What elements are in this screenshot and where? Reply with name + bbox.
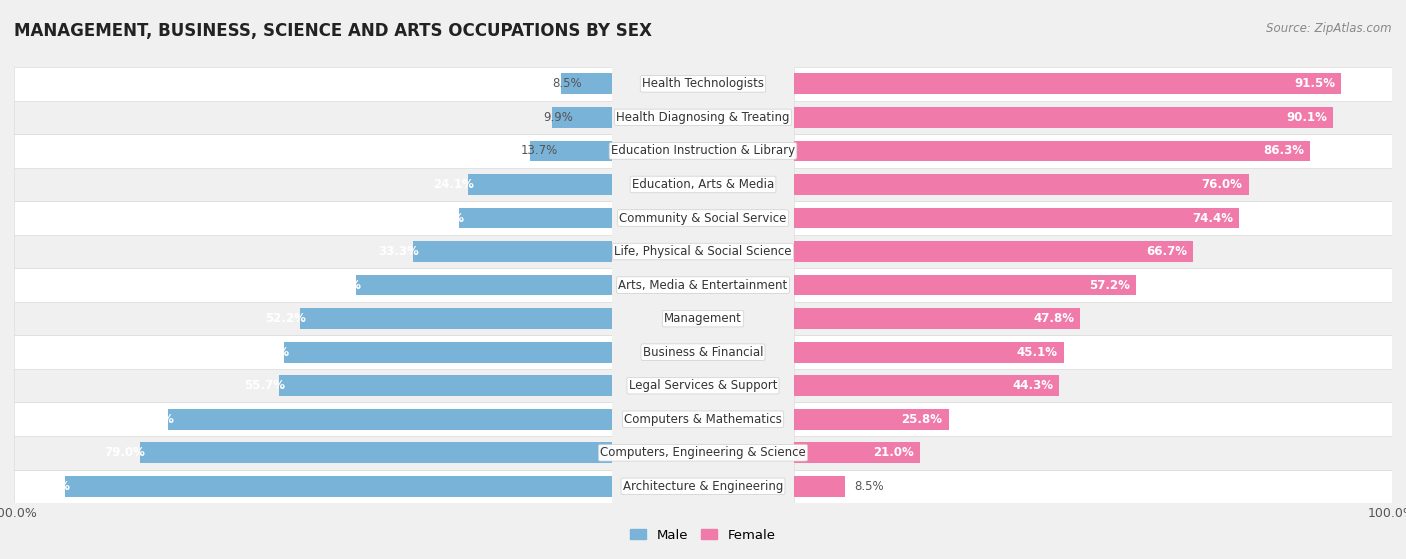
Text: Arts, Media & Entertainment: Arts, Media & Entertainment — [619, 278, 787, 292]
Text: 54.9%: 54.9% — [249, 345, 290, 359]
Text: Community & Social Service: Community & Social Service — [619, 211, 787, 225]
Bar — [794, 442, 920, 463]
Bar — [794, 140, 1310, 162]
Text: 45.1%: 45.1% — [1017, 345, 1057, 359]
Bar — [553, 107, 612, 128]
Bar — [14, 369, 612, 402]
Text: 8.5%: 8.5% — [551, 77, 582, 91]
Text: Education, Arts & Media: Education, Arts & Media — [631, 178, 775, 191]
Text: 13.7%: 13.7% — [520, 144, 558, 158]
Bar — [794, 342, 1064, 363]
Bar — [794, 409, 949, 430]
Text: 66.7%: 66.7% — [1146, 245, 1187, 258]
Text: Health Technologists: Health Technologists — [643, 77, 763, 91]
Bar — [14, 335, 612, 369]
Bar — [169, 409, 612, 430]
Text: 47.8%: 47.8% — [1033, 312, 1074, 325]
Bar — [794, 369, 1392, 402]
Bar — [794, 101, 1392, 134]
Bar — [794, 134, 1392, 168]
Text: Education Instruction & Library: Education Instruction & Library — [612, 144, 794, 158]
Bar — [284, 342, 612, 363]
Bar — [561, 73, 612, 94]
Text: 44.3%: 44.3% — [1012, 379, 1053, 392]
Bar — [278, 375, 612, 396]
Text: 24.1%: 24.1% — [433, 178, 474, 191]
Text: 74.2%: 74.2% — [134, 413, 174, 426]
Text: 8.5%: 8.5% — [853, 480, 884, 493]
Bar — [14, 268, 612, 302]
Bar — [14, 134, 612, 168]
Text: 55.7%: 55.7% — [243, 379, 285, 392]
Bar — [794, 436, 1392, 470]
Bar — [412, 241, 612, 262]
Text: Business & Financial: Business & Financial — [643, 345, 763, 359]
Bar — [794, 470, 1392, 503]
Bar — [468, 174, 612, 195]
Bar — [356, 274, 612, 296]
Text: 57.2%: 57.2% — [1090, 278, 1130, 292]
Bar — [794, 268, 1392, 302]
Bar — [14, 168, 612, 201]
Bar — [794, 476, 845, 497]
Bar — [794, 308, 1080, 329]
Text: Source: ZipAtlas.com: Source: ZipAtlas.com — [1267, 22, 1392, 35]
Bar — [794, 168, 1392, 201]
Bar — [794, 207, 1239, 229]
Text: 74.4%: 74.4% — [1192, 211, 1233, 225]
Bar — [458, 207, 612, 229]
Text: 91.5%: 91.5% — [1294, 77, 1336, 91]
Text: 9.9%: 9.9% — [544, 111, 574, 124]
Bar — [530, 140, 612, 162]
Text: 52.2%: 52.2% — [264, 312, 305, 325]
Bar — [14, 470, 612, 503]
Text: Life, Physical & Social Science: Life, Physical & Social Science — [614, 245, 792, 258]
Bar — [65, 476, 612, 497]
Bar — [14, 67, 612, 101]
Bar — [794, 302, 1392, 335]
Bar — [794, 107, 1333, 128]
Text: Computers & Mathematics: Computers & Mathematics — [624, 413, 782, 426]
Bar — [794, 335, 1392, 369]
Bar — [14, 436, 612, 470]
Text: 33.3%: 33.3% — [378, 245, 419, 258]
Text: Health Diagnosing & Treating: Health Diagnosing & Treating — [616, 111, 790, 124]
Text: Management: Management — [664, 312, 742, 325]
Text: 76.0%: 76.0% — [1202, 178, 1243, 191]
Text: Architecture & Engineering: Architecture & Engineering — [623, 480, 783, 493]
Bar — [794, 402, 1392, 436]
Text: 21.0%: 21.0% — [873, 446, 914, 459]
Text: MANAGEMENT, BUSINESS, SCIENCE AND ARTS OCCUPATIONS BY SEX: MANAGEMENT, BUSINESS, SCIENCE AND ARTS O… — [14, 22, 652, 40]
Bar — [14, 101, 612, 134]
Bar — [794, 375, 1059, 396]
Text: 25.8%: 25.8% — [901, 413, 942, 426]
Text: 42.8%: 42.8% — [321, 278, 361, 292]
Bar — [794, 73, 1341, 94]
Bar — [794, 67, 1392, 101]
Text: Legal Services & Support: Legal Services & Support — [628, 379, 778, 392]
Legend: Male, Female: Male, Female — [626, 523, 780, 547]
Bar — [794, 174, 1249, 195]
Text: Computers, Engineering & Science: Computers, Engineering & Science — [600, 446, 806, 459]
Bar — [794, 274, 1136, 296]
Bar — [139, 442, 612, 463]
Text: 86.3%: 86.3% — [1263, 144, 1305, 158]
Bar — [14, 235, 612, 268]
Bar — [14, 201, 612, 235]
Bar — [299, 308, 612, 329]
Text: 90.1%: 90.1% — [1286, 111, 1327, 124]
Bar — [794, 235, 1392, 268]
Bar — [14, 402, 612, 436]
Bar — [794, 241, 1192, 262]
Bar — [794, 201, 1392, 235]
Text: 25.6%: 25.6% — [423, 211, 464, 225]
Text: 91.5%: 91.5% — [30, 480, 70, 493]
Bar — [14, 302, 612, 335]
Text: 79.0%: 79.0% — [104, 446, 145, 459]
